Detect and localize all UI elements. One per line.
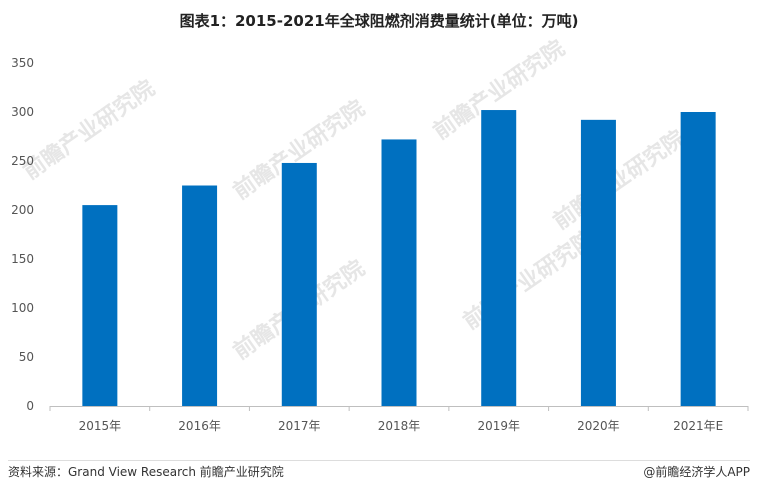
y-tick-label: 200: [11, 203, 34, 217]
watermark-text: 前瞻产业研究院: [549, 125, 690, 235]
footer-divider: [8, 460, 750, 461]
y-tick-label: 150: [11, 252, 34, 266]
bar-7: [680, 112, 716, 406]
source-note: 资料来源：Grand View Research 前瞻产业研究院: [8, 465, 284, 479]
chart-title: 图表1：2015-2021年全球阻燃剂消费量统计(单位：万吨): [179, 12, 579, 30]
bars-layer: [82, 110, 716, 406]
axis-layer: [49, 406, 749, 411]
footer: 资料来源：Grand View Research 前瞻产业研究院 @前瞻经济学人…: [0, 460, 758, 490]
watermark-text: 前瞻产业研究院: [19, 75, 160, 185]
watermark-text: 前瞻产业研究院: [459, 225, 600, 335]
y-tick-label: 350: [11, 56, 34, 70]
x-tick-label: 2015年: [79, 419, 122, 433]
bar-3: [281, 162, 317, 406]
x-tick-label: 2016年: [178, 419, 221, 433]
y-tick-label: 50: [19, 350, 34, 364]
bar-1: [82, 205, 118, 406]
bar-6: [580, 119, 616, 406]
x-tick-label: 2017年: [278, 419, 321, 433]
bar-2: [182, 185, 218, 406]
bar-5: [481, 110, 517, 406]
x-tick-label: 2021年E: [673, 419, 723, 433]
x-tick-label: 2019年: [477, 419, 520, 433]
y-tick-label: 100: [11, 301, 34, 315]
y-tick-label: 0: [26, 399, 34, 413]
x-tick-label: 2020年: [577, 419, 620, 433]
bar-chart: 前瞻产业研究院前瞻产业研究院前瞻产业研究院前瞻产业研究院前瞻产业研究院前瞻产业研…: [11, 35, 749, 433]
labels-layer: 0 50 100 150 200 250 300 350 2015年 2016年 2017年 2018…: [11, 56, 723, 433]
x-tick-label: 2018年: [378, 419, 421, 433]
y-tick-label: 250: [11, 154, 34, 168]
copyright-note: @前瞻经济学人APP: [643, 465, 750, 479]
y-tick-label: 300: [11, 105, 34, 119]
bar-4: [381, 139, 417, 406]
